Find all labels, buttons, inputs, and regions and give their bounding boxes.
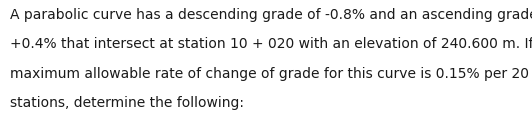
Text: A parabolic curve has a descending grade of -0.8% and an ascending grade of: A parabolic curve has a descending grade… xyxy=(10,8,532,22)
Text: +0.4% that intersect at station 10 + 020 with an elevation of 240.600 m. If the: +0.4% that intersect at station 10 + 020… xyxy=(10,37,532,52)
Text: maximum allowable rate of change of grade for this curve is 0.15% per 20 m: maximum allowable rate of change of grad… xyxy=(10,67,532,81)
Text: stations, determine the following:: stations, determine the following: xyxy=(10,96,244,110)
